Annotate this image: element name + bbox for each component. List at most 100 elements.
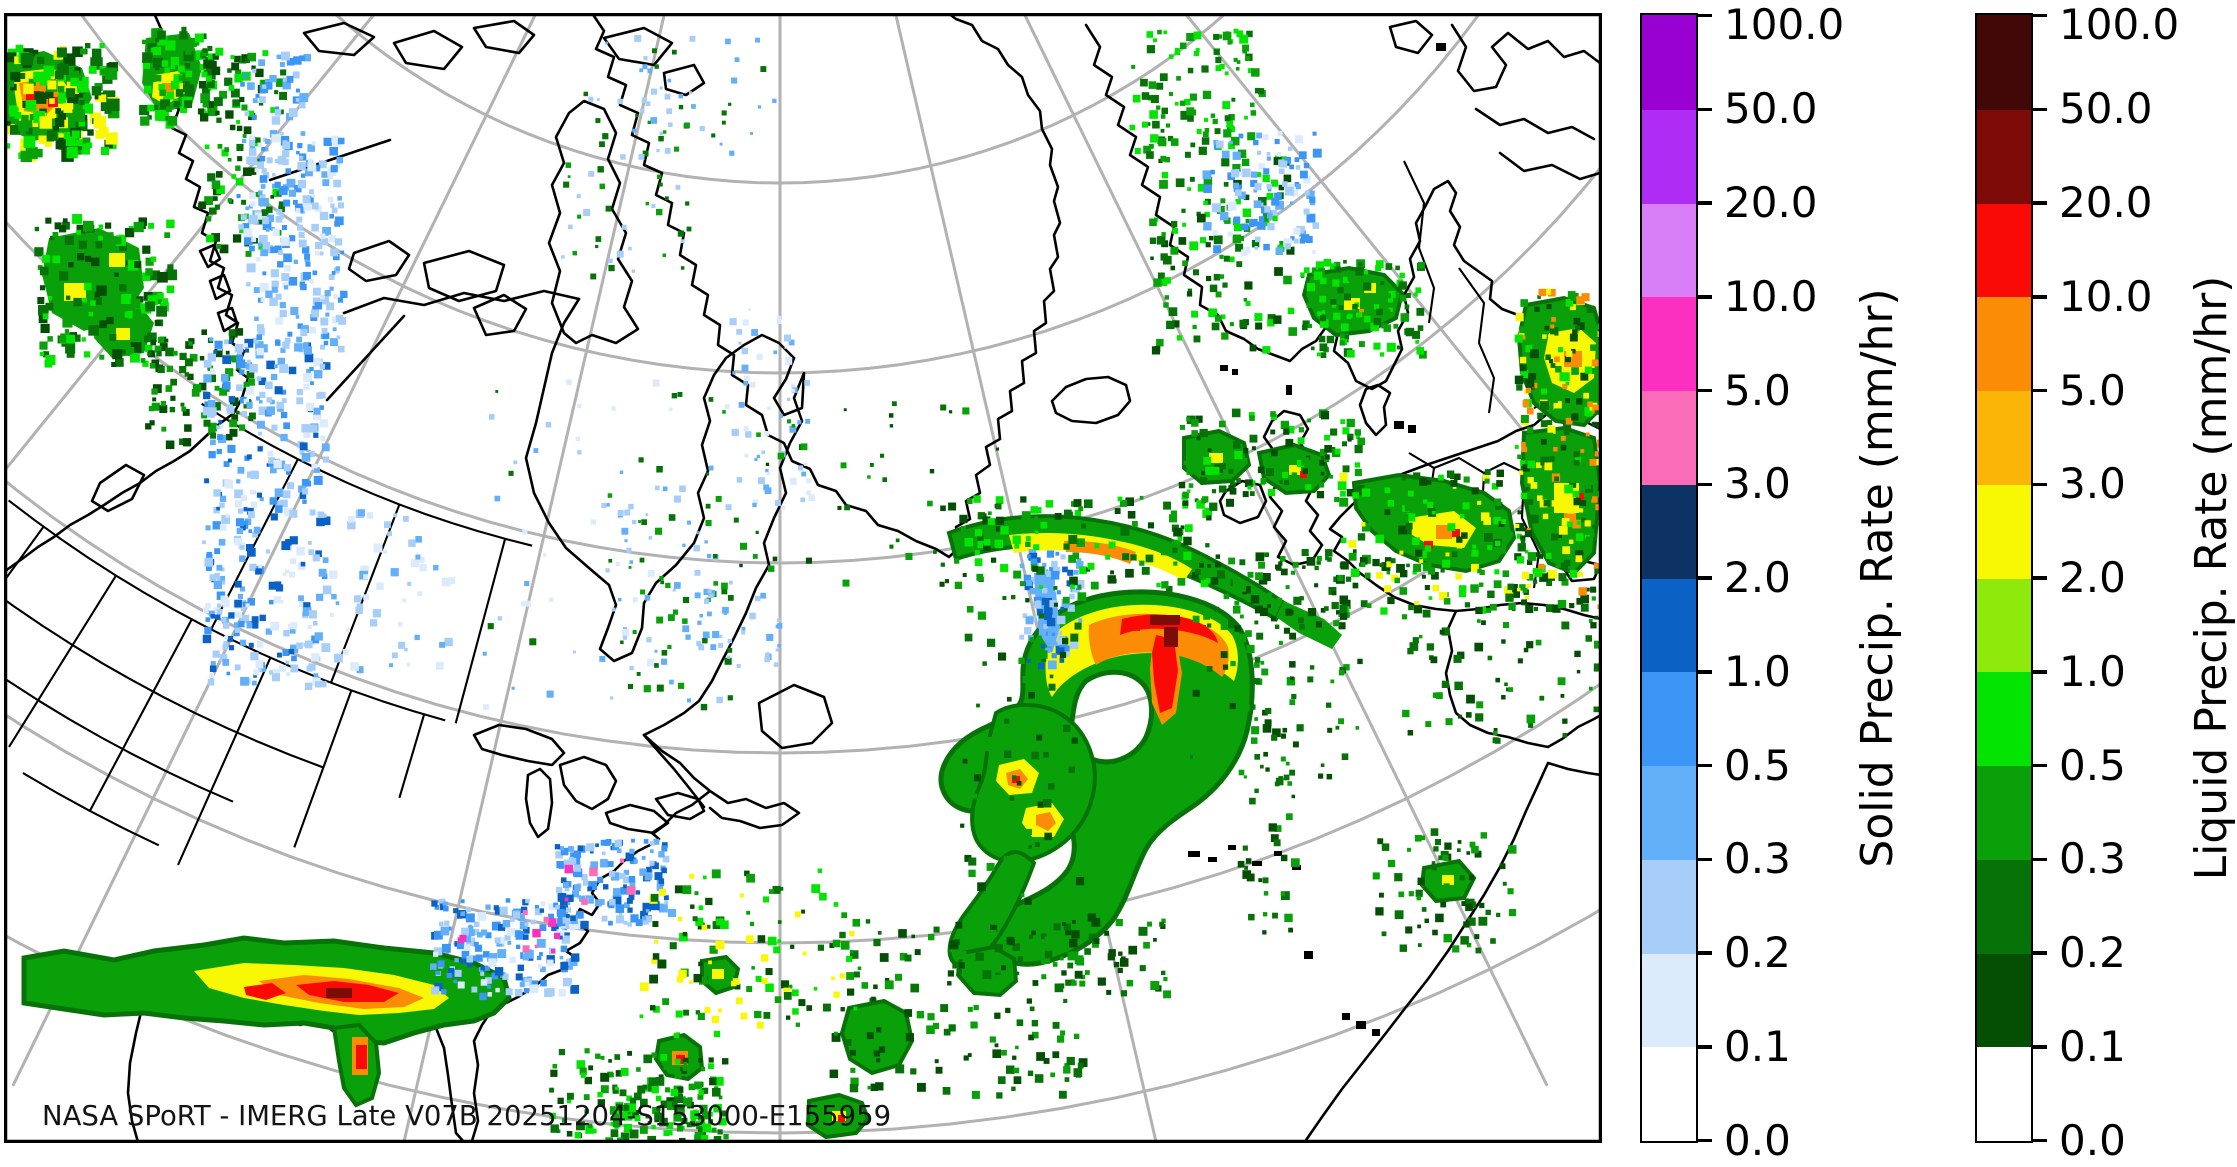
precip-speckle-band-fringe bbox=[1053, 585, 1058, 590]
precip-speckle-europe-mid-fringe bbox=[1440, 568, 1445, 573]
precip-speckle-east-edge-fringe bbox=[1520, 492, 1528, 500]
precip-speckle-canada-snow-streaks bbox=[228, 458, 232, 463]
colorbar-segment bbox=[1642, 109, 1696, 204]
precip-speckle-morocco-cells bbox=[1464, 898, 1469, 903]
precip-speckle-haida-fringe bbox=[159, 343, 168, 351]
precip-speckle-nw-corner-fringe bbox=[45, 57, 57, 70]
precip-speckle-haida-fringe bbox=[119, 284, 127, 292]
precip-speckle-yukon-snow bbox=[318, 160, 327, 169]
precip-speckle-cyclone-fringe-w bbox=[1046, 887, 1050, 891]
precip-speckle-east-edge-fringe bbox=[1569, 480, 1577, 488]
precip-speckle-haida-fringe bbox=[68, 262, 74, 268]
precip-speckle-morocco-cells bbox=[1459, 875, 1465, 881]
precip-speckle-appalachia-snow bbox=[530, 919, 536, 925]
precip-speckle-morocco-cells bbox=[1414, 834, 1422, 842]
precip-speckle-sweden-snow bbox=[1304, 190, 1310, 196]
precip-speckle-south-cells bbox=[689, 980, 693, 984]
precip-speckle-iberia-cells bbox=[1508, 687, 1513, 692]
precip-speckle-bottomright-cells bbox=[1034, 1074, 1044, 1083]
precip-speckle-sweden-snow bbox=[1277, 131, 1283, 137]
precip-speckle-greenland-tip-blue bbox=[1060, 554, 1066, 560]
precip-speckle-prairie-dots bbox=[384, 521, 391, 529]
precip-speckle-alaska-blob2-fringe bbox=[160, 99, 171, 110]
precip-speckle-east-edge-fringe bbox=[1558, 573, 1567, 582]
precip-speckle-arctic-dots bbox=[757, 105, 762, 109]
precip-cyclone-darkred2 bbox=[1164, 627, 1178, 647]
precip-speckle-cyclone-fringe-w bbox=[1034, 842, 1040, 848]
precip-speckle-davis-dots bbox=[698, 644, 705, 651]
precip-speckle-alaska-blob2-fringe bbox=[173, 100, 180, 108]
precip-speckle-uk-cells bbox=[1324, 434, 1330, 441]
precip-speckle-canada-snow-streaks bbox=[209, 337, 214, 342]
precip-speckle-norway-top bbox=[1222, 101, 1231, 109]
precip-speckle-snorway-fringe bbox=[1331, 303, 1337, 308]
precip-speckle-europe-mid-fringe bbox=[1341, 599, 1351, 609]
precip-speckle-bottom-center-cells bbox=[683, 1097, 692, 1107]
colorbar-tick-label: 5.0 bbox=[1724, 365, 1791, 415]
precip-speckle-canada-snow-streaks bbox=[290, 558, 297, 565]
precip-speckle-canada-snow-streaks bbox=[265, 628, 272, 635]
precip-speckle-morocco-cells bbox=[1431, 861, 1436, 865]
precip-cyclone-red-dot bbox=[1130, 623, 1140, 631]
precip-speckle-east-edge-fringe bbox=[1542, 379, 1547, 384]
precip-speckle-band-se-fringe bbox=[1290, 570, 1295, 575]
precip-speckle-yukon-snow bbox=[257, 328, 265, 336]
precip-speckle-south-cells bbox=[732, 978, 740, 985]
precip-speckle-east-edge-fringe bbox=[1527, 477, 1534, 484]
shetland bbox=[1286, 385, 1292, 395]
precip-speckle-canada-snow-streaks bbox=[307, 624, 312, 630]
precip-speckle-norway-coast bbox=[1189, 176, 1195, 182]
precip-speckle-morocco-cells bbox=[1457, 848, 1461, 852]
precip-speckle-canada-snow-streaks bbox=[206, 551, 212, 558]
precip-speckle-canada-snow-streaks bbox=[205, 565, 212, 571]
precip-speckle-haida-fringe bbox=[34, 226, 40, 232]
precip-speckle-east-edge-fringe bbox=[1549, 456, 1555, 462]
precip-speckle-neus-snow bbox=[615, 904, 625, 913]
precip-speckle-sweden-snow bbox=[1274, 192, 1282, 201]
precip-speckle-bottom-center-cells bbox=[626, 1095, 632, 1102]
canada-north-coast bbox=[342, 289, 581, 315]
precip-speckle-coast-se-green bbox=[184, 372, 190, 377]
precip-speckle-baffin-dots bbox=[645, 101, 651, 107]
precip-speckle-med-dots bbox=[1289, 699, 1296, 706]
colorbar-tick bbox=[1698, 670, 1712, 674]
precip-speckle-quebec-dots bbox=[686, 520, 691, 525]
precip-speckle-sweden-snow bbox=[1255, 236, 1261, 243]
colorbar-tick bbox=[2033, 482, 2047, 486]
precip-speckle-greenland-coast-flecks bbox=[791, 388, 796, 393]
precip-speckle-norway-coast bbox=[1213, 235, 1223, 245]
precip-speckle-south-cells bbox=[783, 987, 791, 995]
precip-speckle-tail-cells bbox=[623, 1123, 632, 1133]
precip-speckle-canada-snow-streaks bbox=[219, 424, 224, 429]
precip-speckle-snorway-fringe bbox=[1375, 260, 1384, 269]
precip-speckle-band-se-fringe bbox=[1285, 585, 1290, 590]
precip-speckle-east-edge-fringe bbox=[1563, 559, 1571, 567]
precip-speckle-south-cells bbox=[649, 974, 658, 984]
precip-speckle-south-cells bbox=[734, 983, 741, 990]
precip-speckle-haida-fringe bbox=[115, 358, 124, 367]
precip-speckle-tail-cells bbox=[557, 1097, 564, 1104]
precip-speckle-sweden-snow bbox=[1312, 250, 1316, 254]
precip-speckle-canada-snow-streaks bbox=[216, 506, 220, 511]
precip-speckle-east-edge-fringe bbox=[1536, 552, 1541, 557]
precip-speckle-morocco-cells bbox=[1502, 881, 1507, 886]
precip-speckle-quebec-dots bbox=[610, 696, 614, 700]
precip-speckle-nw-corner-fringe bbox=[57, 95, 67, 104]
precip-speckle-canada-snow-streaks bbox=[228, 612, 235, 619]
precip-speckle-norway-coast bbox=[1241, 158, 1250, 167]
precip-speckle-bc-coast-green bbox=[247, 110, 254, 117]
precip-speckle-appalachia-snow bbox=[431, 900, 438, 907]
precip-speckle-sweden-snow bbox=[1289, 164, 1294, 170]
precip-speckle-bottomright-cells bbox=[975, 952, 984, 961]
precip-speckle-quebec-dots bbox=[605, 568, 610, 573]
precip-speckle-yukon-snow bbox=[314, 251, 320, 256]
precip-cyclone-red-streak bbox=[1152, 635, 1178, 713]
precip-speckle-bottom-center-cells bbox=[676, 1125, 683, 1132]
precip-speckle-haida-fringe bbox=[65, 343, 76, 354]
precip-speckle-east-edge-fringe bbox=[1545, 354, 1551, 360]
baffin-island bbox=[547, 99, 640, 345]
precip-speckle-band-fringe bbox=[1122, 553, 1130, 561]
precip-speckle-nw-corner-fringe bbox=[33, 71, 44, 82]
precip-speckle-hudson-dots bbox=[577, 450, 582, 455]
precip-speckle-nw-corner-fringe bbox=[19, 146, 25, 153]
